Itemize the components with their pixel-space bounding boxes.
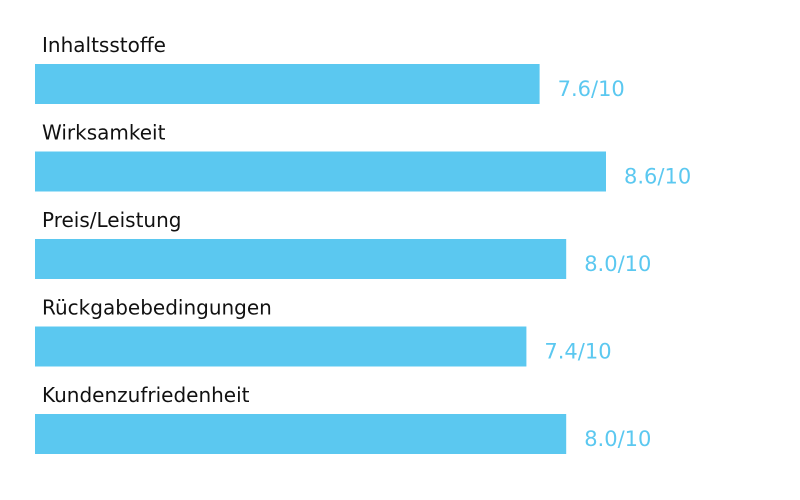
bar-wirksamkeit bbox=[35, 151, 606, 192]
value-label-inhaltsstoffe: 7.6/10 bbox=[558, 77, 625, 101]
category-label-kundenzufriedenheit: Kundenzufriedenheit bbox=[42, 383, 250, 407]
bar-preis-leistung bbox=[35, 239, 567, 279]
value-label-rueckgabebedingungen: 7.4/10 bbox=[544, 340, 611, 364]
category-label-rueckgabebedingungen: Rückgabebedingungen bbox=[42, 296, 272, 320]
bar-kundenzufriedenheit bbox=[35, 414, 567, 454]
bar-rueckgabebedingungen bbox=[35, 326, 527, 367]
category-label-wirksamkeit: Wirksamkeit bbox=[42, 121, 166, 145]
value-label-preis-leistung: 8.0/10 bbox=[584, 252, 651, 276]
value-label-wirksamkeit: 8.6/10 bbox=[624, 165, 691, 189]
category-label-inhaltsstoffe: Inhaltsstoffe bbox=[42, 33, 166, 57]
value-label-kundenzufriedenheit: 8.0/10 bbox=[584, 427, 651, 451]
bar-inhaltsstoffe bbox=[35, 64, 540, 104]
category-label-preis-leistung: Preis/Leistung bbox=[42, 208, 181, 232]
